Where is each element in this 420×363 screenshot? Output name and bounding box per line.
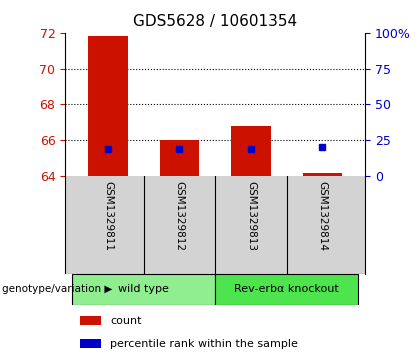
Text: GSM1329811: GSM1329811 [103, 181, 113, 251]
Text: wild type: wild type [118, 285, 169, 294]
Bar [303, 174, 342, 176]
Text: count: count [110, 316, 142, 326]
Bar [72, 274, 215, 305]
Bar [80, 339, 101, 348]
Bar [215, 274, 358, 305]
Bar [160, 140, 199, 176]
Text: Rev-erbα knockout: Rev-erbα knockout [234, 285, 339, 294]
Bar [88, 36, 128, 176]
Text: GSM1329812: GSM1329812 [174, 181, 184, 251]
Text: percentile rank within the sample: percentile rank within the sample [110, 339, 298, 348]
Bar [231, 126, 270, 176]
Title: GDS5628 / 10601354: GDS5628 / 10601354 [133, 14, 297, 29]
Bar [80, 316, 101, 325]
Text: genotype/variation ▶: genotype/variation ▶ [2, 285, 113, 294]
Text: GSM1329814: GSM1329814 [318, 181, 328, 251]
Text: GSM1329813: GSM1329813 [246, 181, 256, 251]
